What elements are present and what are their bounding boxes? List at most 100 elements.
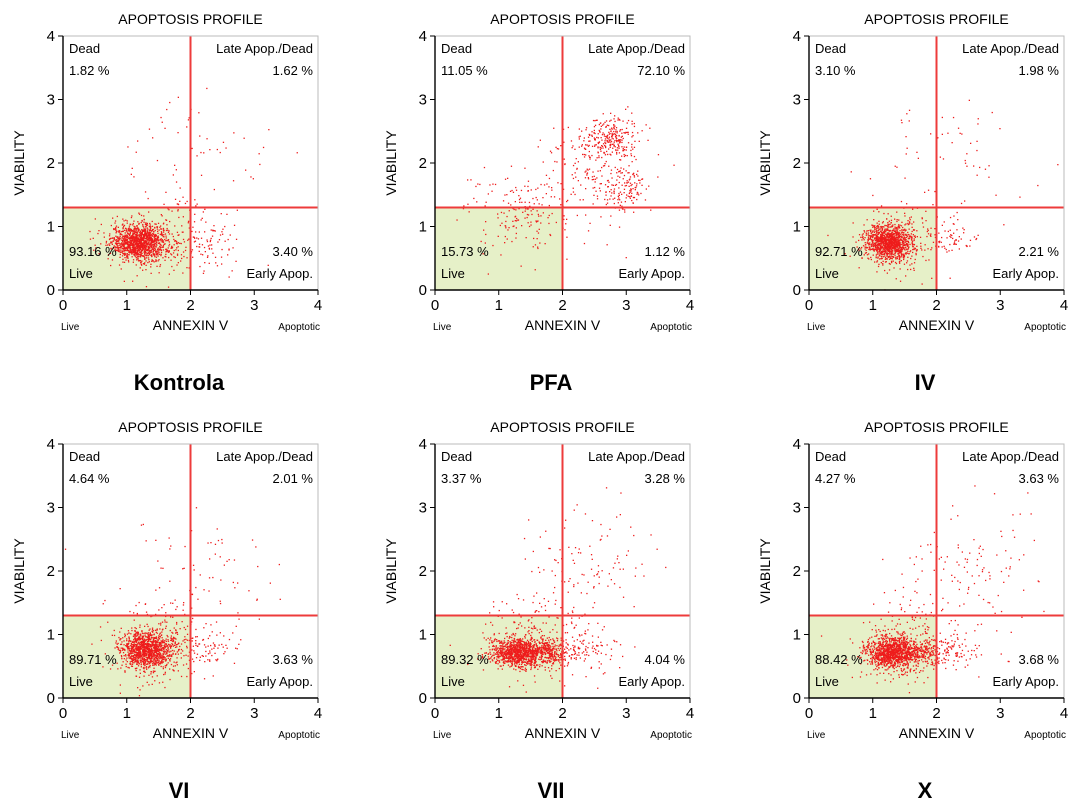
- data-point: [608, 182, 609, 183]
- data-point: [914, 240, 915, 241]
- data-point: [867, 254, 868, 255]
- data-point: [878, 227, 879, 228]
- data-point: [938, 233, 939, 234]
- data-point: [127, 647, 128, 648]
- y-tick-label: 0: [419, 282, 427, 299]
- data-point: [124, 225, 125, 226]
- data-point: [901, 229, 902, 230]
- data-point: [152, 236, 153, 237]
- data-point: [161, 607, 162, 608]
- data-point: [208, 245, 209, 246]
- data-point: [931, 247, 932, 248]
- data-point: [141, 215, 142, 216]
- data-point: [134, 654, 135, 655]
- data-point: [143, 255, 144, 256]
- data-point: [161, 631, 162, 632]
- data-point: [127, 661, 128, 662]
- data-point: [162, 239, 163, 240]
- data-point: [115, 230, 116, 231]
- data-point: [928, 259, 929, 260]
- data-point: [117, 668, 118, 669]
- data-point: [551, 152, 552, 153]
- data-point: [959, 248, 960, 249]
- data-point: [886, 256, 887, 257]
- data-point: [145, 226, 146, 227]
- data-point: [177, 634, 178, 635]
- data-point: [594, 132, 595, 133]
- data-point: [159, 229, 160, 230]
- data-point: [141, 232, 142, 233]
- data-point: [575, 177, 576, 178]
- data-point: [184, 627, 185, 628]
- data-point: [121, 665, 122, 666]
- data-point: [165, 651, 166, 652]
- data-point: [483, 230, 484, 231]
- data-point: [117, 243, 118, 244]
- data-point: [930, 233, 931, 234]
- data-point: [153, 668, 154, 669]
- data-point: [149, 261, 150, 262]
- data-point: [630, 150, 631, 151]
- data-point: [120, 250, 121, 251]
- data-point: [909, 217, 910, 218]
- data-point: [599, 188, 600, 189]
- data-point: [259, 164, 260, 165]
- data-point: [176, 657, 177, 658]
- data-point: [949, 244, 950, 245]
- data-point: [873, 255, 874, 256]
- data-point: [851, 171, 852, 172]
- data-point: [883, 251, 884, 252]
- data-point: [144, 262, 145, 263]
- data-point: [192, 148, 193, 149]
- data-point: [905, 136, 906, 137]
- data-point: [961, 203, 962, 204]
- data-point: [572, 147, 573, 148]
- data-point: [130, 663, 131, 664]
- data-point: [580, 136, 581, 137]
- data-point: [144, 236, 145, 237]
- data-point: [621, 142, 622, 143]
- data-point: [601, 140, 602, 141]
- data-point: [539, 229, 540, 230]
- data-point: [126, 247, 127, 248]
- data-point: [537, 210, 538, 211]
- data-point: [136, 676, 137, 677]
- data-point: [181, 254, 182, 255]
- data-point: [897, 258, 898, 259]
- data-point: [875, 249, 876, 250]
- data-point: [131, 215, 132, 216]
- data-point: [889, 231, 890, 232]
- data-point: [142, 657, 143, 658]
- data-point: [626, 185, 627, 186]
- data-point: [592, 146, 593, 147]
- data-point: [878, 266, 879, 267]
- data-point: [132, 662, 133, 663]
- data-point: [158, 251, 159, 252]
- data-point: [150, 266, 151, 267]
- dead-quadrant-name: Dead: [69, 41, 100, 56]
- data-point: [887, 273, 888, 274]
- data-point: [167, 645, 168, 646]
- data-point: [519, 199, 520, 200]
- data-point: [901, 225, 902, 226]
- data-point: [136, 248, 137, 249]
- data-point: [175, 199, 176, 200]
- data-point: [131, 174, 132, 175]
- data-point: [124, 672, 125, 673]
- data-point: [601, 175, 602, 176]
- data-point: [143, 671, 144, 672]
- data-point: [119, 251, 120, 252]
- data-point: [180, 187, 181, 188]
- data-point: [216, 621, 217, 622]
- data-point: [912, 249, 913, 250]
- data-point: [156, 641, 157, 642]
- data-point: [616, 153, 617, 154]
- data-point: [201, 238, 202, 239]
- data-point: [617, 199, 618, 200]
- data-point: [546, 175, 547, 176]
- data-point: [960, 133, 961, 134]
- data-point: [879, 224, 880, 225]
- data-point: [160, 623, 161, 624]
- data-point: [203, 152, 204, 153]
